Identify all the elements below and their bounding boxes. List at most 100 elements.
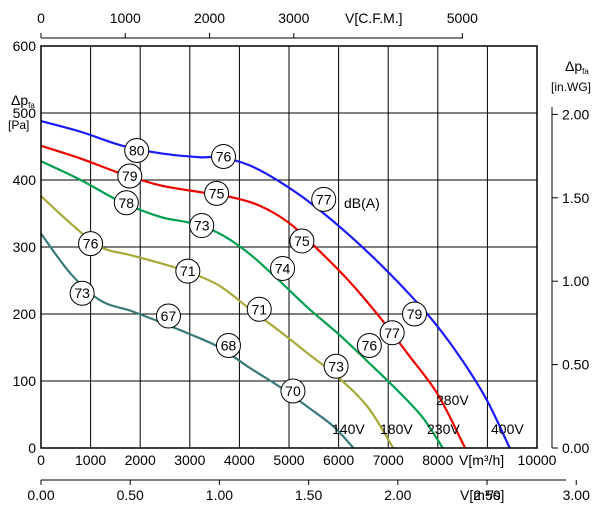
db-bubble-18	[215, 332, 241, 358]
voltage-labels: 400V 280V 230V 180V 140V	[332, 392, 524, 437]
db-bubble-label-2: 77	[316, 191, 332, 207]
right-axis-symbol: Δp	[565, 58, 582, 74]
plot-frame	[40, 45, 538, 449]
db-bubble-label-0: 80	[129, 143, 145, 159]
right-tick-label-0: 0.00	[562, 440, 589, 456]
bottom-tick-label-2: 2000	[125, 452, 156, 468]
db-bubble-label-8: 78	[119, 195, 135, 211]
top-tick-label-4: 5000	[447, 10, 478, 26]
bottom-tick-label-0: 0	[37, 452, 45, 468]
series-line-280V	[40, 144, 467, 449]
db-bubble-15	[323, 353, 349, 379]
bottom2-tick-label-0: 0.00	[27, 487, 54, 503]
db-bubble-17	[155, 303, 181, 329]
bottom-tick-label-4: 4000	[224, 452, 255, 468]
left-axis-unit: [Pa]	[8, 118, 29, 132]
db-bubble-2	[311, 186, 337, 212]
left-axis-subscript: fa	[28, 101, 35, 110]
top-tick-label-0: 0	[37, 10, 45, 26]
db-bubble-label-18: 68	[221, 337, 237, 353]
bottom2-tick-label-4: 2.00	[384, 487, 411, 503]
left-tick-label-5: 500	[13, 105, 37, 121]
svg-text:Δpfa: Δpfa	[565, 58, 589, 76]
db-bubble-6	[289, 228, 315, 254]
bottom2-tick-label-3: 1.50	[295, 487, 322, 503]
db-bubble-label-1: 76	[216, 149, 232, 165]
top-tick-label-2: 2000	[194, 10, 225, 26]
bottom2-tick-label-2: 1.00	[206, 487, 233, 503]
db-bubble-label-6: 75	[294, 233, 310, 249]
bottom-tick-label-8: 8000	[422, 452, 453, 468]
series-line-230V	[40, 160, 444, 449]
db-bubble-label-9: 73	[194, 218, 210, 234]
right-axis-unit: [in.WG]	[551, 80, 591, 94]
right-axis-subscript: fa	[582, 67, 589, 76]
left-tick-label-2: 200	[13, 306, 37, 322]
db-bubble-label-7: 77	[384, 325, 400, 341]
db-bubble-label-5: 75	[209, 185, 225, 201]
db-bubble-13	[175, 258, 201, 284]
db-bubble-label-17: 67	[161, 308, 177, 324]
bottom2-axis-title: V[m³/s]	[460, 487, 504, 503]
bottom2-tick-label-1: 0.50	[117, 487, 144, 503]
voltage-label-230V: 230V	[427, 421, 460, 437]
right-axis-title: Δpfa [in.WG]	[551, 58, 591, 94]
right-tick-label-1: 0.50	[562, 357, 589, 373]
bottom-tick-label-7: 7000	[373, 452, 404, 468]
db-bubble-5	[204, 180, 230, 206]
db-bubble-label-13: 71	[180, 263, 196, 279]
bottom2-tick-label-5: 2.50	[473, 487, 500, 503]
left-axis-title: Δpfa [Pa]	[8, 92, 35, 132]
db-bubble-label-4: 79	[122, 168, 138, 184]
db-bubble-14	[246, 296, 272, 322]
bottom-tick-label-3: 3000	[174, 452, 205, 468]
db-bubble-16	[69, 280, 95, 306]
bottom-tick-label-6: 6000	[323, 452, 354, 468]
db-bubble-label-15: 73	[328, 358, 344, 374]
left-tick-label-6: 600	[13, 38, 37, 54]
db-bubble-7	[379, 320, 405, 346]
db-bubble-label-12: 76	[83, 236, 99, 252]
bottom-tick-label-1: 1000	[75, 452, 106, 468]
top-tick-label-1: 1000	[110, 10, 141, 26]
voltage-label-140V: 140V	[332, 421, 365, 437]
right-tick-label-3: 1.50	[562, 190, 589, 206]
db-bubble-12	[78, 231, 104, 257]
left-axis-symbol: Δp	[11, 92, 28, 108]
db-bubble-1	[211, 144, 237, 170]
left-tick-label-4: 400	[13, 172, 37, 188]
db-bubble-19	[280, 378, 306, 404]
db-bubble-11	[356, 332, 382, 358]
db-bubble-0	[124, 138, 150, 164]
svg-text:Δpfa: Δpfa	[11, 92, 35, 110]
top-tick-label-3: 3000	[278, 10, 309, 26]
top-axis-title: V[C.F.M.]	[345, 10, 403, 26]
db-bubble-label-10: 74	[275, 260, 291, 276]
bubble-labels: 80 76 77 79 79 75 75 77 78 73 74 76 76 71 71 73 73 67 68 70	[69, 138, 427, 404]
db-bubble-label-3: 79	[407, 306, 423, 322]
bottom-axis-title: V[m³/h]	[459, 452, 504, 468]
db-bubble-label-11: 76	[362, 337, 378, 353]
voltage-label-400V: 400V	[491, 421, 524, 437]
bottom-tick-label-5: 5000	[273, 452, 304, 468]
left-tick-label-1: 100	[13, 373, 37, 389]
db-bubble-10	[270, 255, 296, 281]
db-bubble-label-16: 73	[74, 285, 90, 301]
voltage-label-280V: 280V	[436, 392, 469, 408]
db-bubble-8	[113, 190, 139, 216]
right-tick-label-2: 1.00	[562, 273, 589, 289]
dba-label: dB(A)	[344, 195, 380, 211]
db-bubble-3	[401, 301, 427, 327]
series-line-140V	[40, 232, 355, 449]
left-tick-label-0: 0	[28, 440, 36, 456]
db-bubble-4	[117, 163, 143, 189]
voltage-label-180V: 180V	[380, 421, 413, 437]
bottom-tick-label-9: 10000	[518, 452, 557, 468]
db-bubble-label-19: 70	[285, 383, 301, 399]
right-tick-label-4: 2.00	[562, 106, 589, 122]
db-bubble-label-14: 71	[251, 301, 267, 317]
bottom2-tick-label-6: 3.00	[563, 487, 590, 503]
grid-lines	[41, 46, 537, 448]
